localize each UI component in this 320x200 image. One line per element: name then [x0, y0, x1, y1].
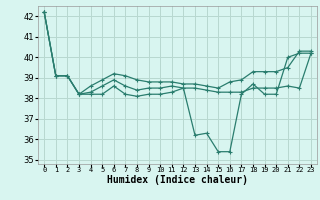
- X-axis label: Humidex (Indice chaleur): Humidex (Indice chaleur): [107, 175, 248, 185]
